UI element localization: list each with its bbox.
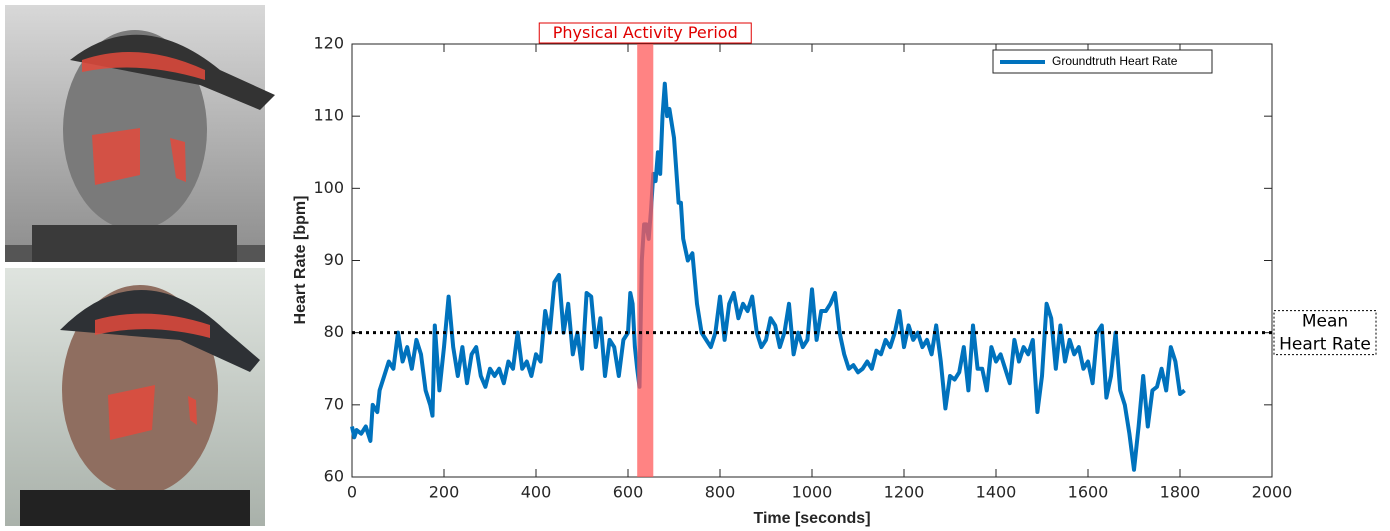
activity-span [637, 44, 654, 477]
span-label: Physical Activity Period [553, 23, 738, 42]
y-tick-label: 120 [313, 34, 344, 53]
mean-label: Mean [1302, 312, 1348, 332]
legend-box [992, 49, 1213, 74]
span-label-box [538, 22, 752, 44]
y-tick-label: 70 [324, 394, 344, 413]
x-axis-label: Time [seconds] [753, 510, 870, 527]
x-tick-label: 1200 [884, 483, 925, 502]
x-tick-label: 1000 [792, 483, 833, 502]
y-tick-label: 100 [313, 178, 344, 197]
x-tick-label: 1800 [1160, 483, 1201, 502]
x-tick-label: 1400 [976, 483, 1017, 502]
x-tick-label: 1600 [1068, 483, 1109, 502]
mean-label-box [1273, 310, 1377, 356]
data-line [350, 81, 1186, 472]
x-tick-label: 2000 [1252, 483, 1293, 502]
legend-label: Groundtruth Heart Rate [1052, 54, 1178, 68]
face-image-color [5, 268, 265, 526]
mean-label: Heart Rate [1279, 335, 1371, 355]
x-tick-label: 800 [705, 483, 736, 502]
plot-area [351, 43, 1273, 478]
y-tick-label: 60 [324, 467, 344, 486]
x-tick-label: 200 [429, 483, 460, 502]
y-tick-label: 110 [313, 106, 344, 125]
y-tick-label: 90 [324, 250, 344, 269]
y-tick-label: 80 [324, 322, 344, 341]
face-image-gray [5, 5, 275, 262]
x-tick-label: 600 [613, 483, 644, 502]
chart-layer: 0 200 400 600 800 1000 1200 1400 1600 1800 2000 60 7… [313, 22, 1377, 502]
y-axis-label: Heart Rate [bpm] [292, 196, 309, 325]
x-tick-label: 0 [347, 483, 357, 502]
x-tick-label: 400 [521, 483, 552, 502]
